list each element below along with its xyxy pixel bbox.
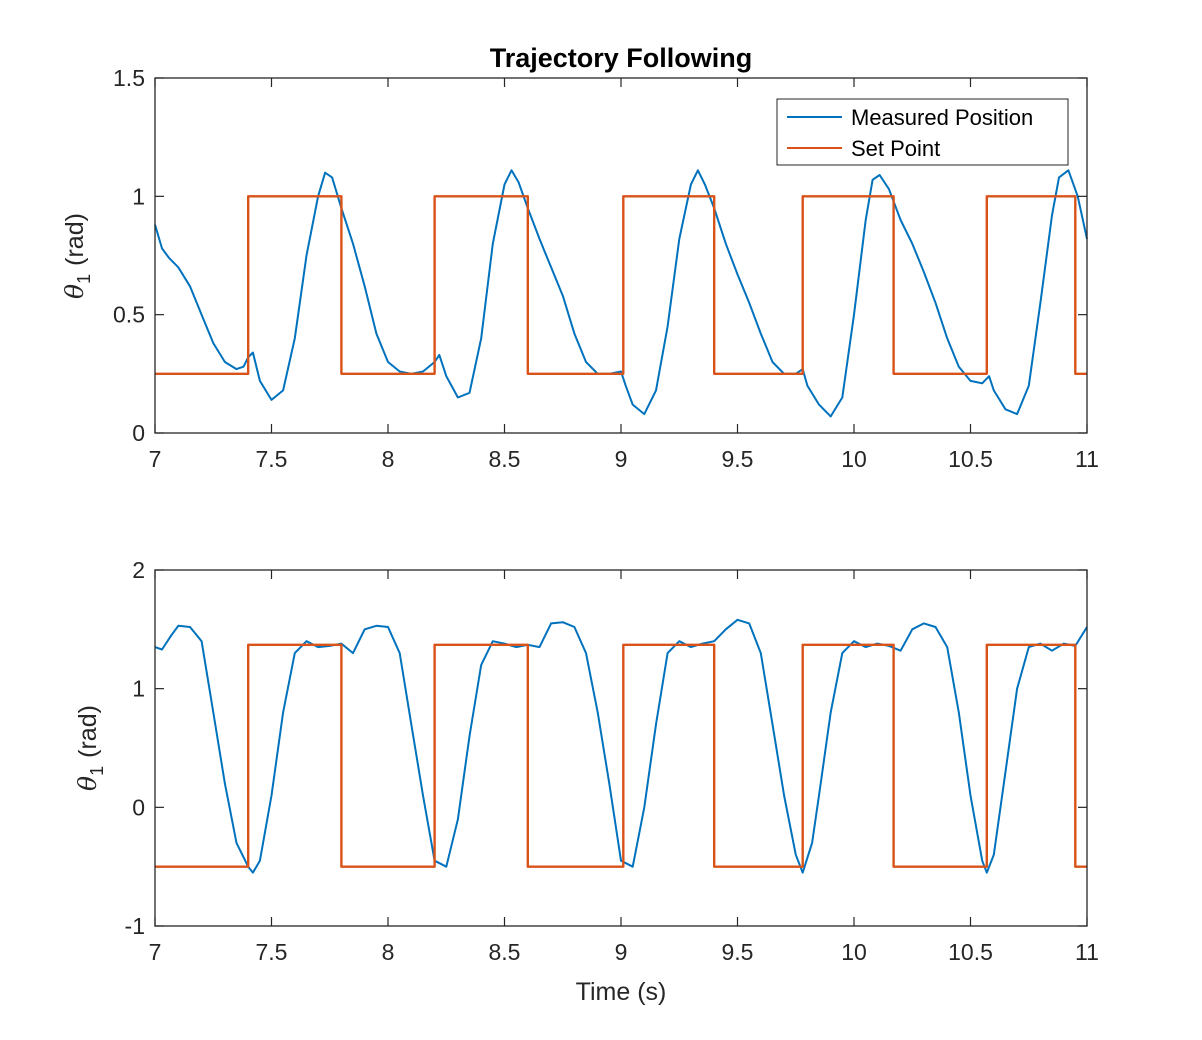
- bottom-ylabel-symbol: θ: [73, 776, 102, 791]
- legend-label-measured: Measured Position: [851, 105, 1033, 130]
- bottom-xtick-label: 11: [1075, 939, 1099, 965]
- bottom-ytick-label: 1: [132, 676, 145, 702]
- bottom-ytick-label: 2: [132, 557, 145, 583]
- top-ylabel-subscript: 1: [74, 274, 94, 284]
- top-ytick-label: 0.5: [113, 302, 145, 328]
- svg-text:θ1(rad): θ1 (rad): [73, 705, 107, 791]
- bottom-ylabel-subscript: 1: [87, 766, 107, 776]
- top-ytick-label: 1.5: [113, 65, 145, 91]
- bottom-y-axis-label: θ1 (rad): [73, 705, 107, 791]
- top-xtick-label: 8: [382, 446, 395, 472]
- top-xtick-label: 7.5: [256, 446, 288, 472]
- top-ticks-group: 7 7.5 8 8.5 9 9.5 10 10.5 11 0 0.5 1 1.5: [113, 65, 1099, 472]
- bottom-xtick-label: 8: [382, 939, 395, 965]
- bottom-ytick-label: 0: [132, 794, 145, 820]
- legend-label-setpoint: Set Point: [851, 136, 940, 161]
- top-series-group: [154, 169, 1088, 418]
- top-ylabel-unit: (rad): [61, 213, 89, 266]
- bottom-ticks-group: 7 7.5 8 8.5 9 9.5 10 10.5 11 -1 0 1 2: [125, 557, 1099, 965]
- top-y-axis-label: θ1 (rad): [60, 213, 94, 299]
- bottom-xtick-label: 10: [841, 939, 867, 965]
- svg-text:θ1(rad): θ1 (rad): [60, 213, 94, 299]
- chart-title: Trajectory Following: [490, 43, 753, 73]
- legend-box: [776, 98, 1069, 166]
- bottom-xtick-label: 7.5: [256, 939, 288, 965]
- top-subplot: Trajectory Following 7 7.5 8 8.5 9 9.5 10 10.5 1…: [60, 43, 1099, 472]
- bottom-series-group: [154, 618, 1088, 874]
- top-ylabel-symbol: θ: [60, 284, 89, 299]
- bottom-xtick-label: 8.5: [489, 939, 521, 965]
- bottom-xtick-label: 9: [615, 939, 628, 965]
- x-axis-label: Time (s): [576, 978, 667, 1006]
- top-xtick-label: 11: [1075, 446, 1099, 472]
- top-series-measured-position: [154, 169, 1088, 418]
- top-xtick-label: 9: [615, 446, 628, 472]
- top-xtick-label: 7: [149, 446, 162, 472]
- bottom-ylabel-unit: (rad): [74, 705, 102, 758]
- top-xtick-label: 10: [841, 446, 867, 472]
- bottom-series-set-point: [155, 643, 1087, 868]
- bottom-xtick-label: 7: [149, 939, 162, 965]
- top-xtick-label: 9.5: [722, 446, 754, 472]
- top-xtick-label: 8.5: [489, 446, 521, 472]
- legend: Measured Position Set Point: [776, 98, 1069, 166]
- top-ytick-label: 0: [132, 420, 145, 446]
- top-xtick-label: 10.5: [948, 446, 993, 472]
- bottom-series-measured-position: [154, 618, 1088, 874]
- bottom-ytick-label: -1: [125, 913, 145, 939]
- top-ytick-label: 1: [132, 183, 145, 209]
- top-series-set-point: [155, 195, 1087, 375]
- bottom-xtick-label: 10.5: [948, 939, 993, 965]
- bottom-xtick-label: 9.5: [722, 939, 754, 965]
